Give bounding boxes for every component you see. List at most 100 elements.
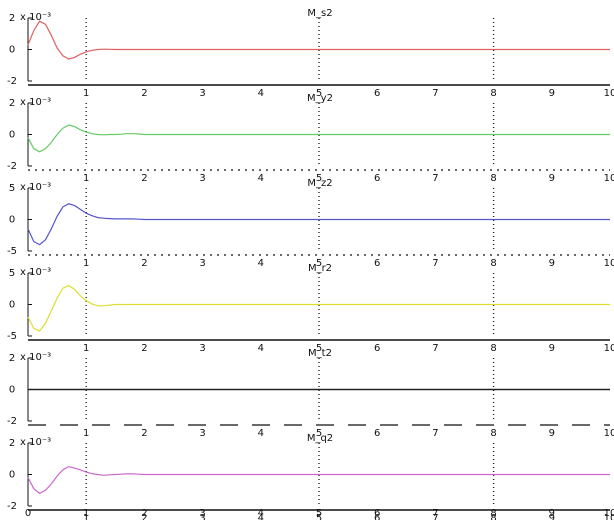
x-tick-label: 10 [604, 88, 614, 99]
exponent-label: x 10⁻³ [20, 182, 51, 193]
exponent-label: x 10⁻³ [20, 352, 51, 363]
x-tick-label: 7 [432, 513, 438, 520]
subplot-title: M_q2 [307, 433, 333, 444]
x-tick-label: 7 [432, 343, 438, 354]
subplot-2: M_y2 x 10⁻³ 2 0 -2 1 2 3 4 5 6 7 8 9 10 [7, 93, 614, 184]
x-tick-label: 1 [83, 88, 89, 99]
y-tick-label: 0 [9, 385, 15, 396]
subplot-title: M_t2 [308, 348, 332, 359]
exponent-label: x 10⁻³ [20, 437, 51, 448]
y-tick-label: -2 [7, 161, 17, 172]
x-tick-label: 6 [374, 513, 380, 520]
x-tick-label: 8 [490, 428, 496, 439]
subplot-title: M_z2 [307, 178, 332, 189]
x-tick-label: 4 [258, 258, 264, 269]
exponent-label: x 10⁻³ [20, 97, 51, 108]
y-tick-label: 0 [9, 130, 15, 141]
x-tick-label: 5 [316, 513, 322, 520]
y-tick-label: 5 [9, 183, 15, 194]
x-tick-label: 5 [316, 428, 322, 439]
x-tick-label: 2 [141, 88, 147, 99]
y-tick-label: 0 [9, 215, 15, 226]
x-tick-label: 9 [549, 428, 555, 439]
x-tick-label: 6 [374, 173, 380, 184]
y-tick-label: 0 [9, 300, 15, 311]
y-tick-label: 0 [9, 470, 15, 481]
subplot-4: M_r2 x 10⁻³ 5 0 -5 1 2 3 4 5 6 7 8 9 10 [7, 263, 614, 354]
subplot-6: M_q2 x 10⁻³ 2 0 -2 1 2 3 4 5 6 7 8 9 10 [7, 433, 614, 520]
x-tick-label: 1 [83, 173, 89, 184]
x-tick-label: 9 [549, 513, 555, 520]
x-tick-label: 2 [141, 173, 147, 184]
x-tick-label: 10 [604, 513, 614, 520]
y-tick-label: -5 [7, 331, 17, 342]
x-tick-label: 7 [432, 88, 438, 99]
x-tick-label: 2 [141, 343, 147, 354]
x-tick-label: 3 [199, 343, 205, 354]
x-tick-label: 4 [258, 173, 264, 184]
x-tick-label: 4 [258, 88, 264, 99]
y-tick-label: 2 [9, 438, 15, 449]
exponent-label: x 10⁻³ [20, 12, 51, 23]
x-tick-label: 9 [549, 173, 555, 184]
y-tick-label: 2 [9, 353, 15, 364]
bottom-x-tick-label: 8 [490, 508, 496, 519]
x-tick-label: 2 [141, 513, 147, 520]
subplot-title: M_y2 [307, 93, 333, 104]
subplot-title: M_s2 [307, 8, 332, 19]
bottom-x-tick-label: 10 [604, 508, 614, 519]
bottom-x-tick-label: 0 [25, 508, 31, 519]
x-tick-label: 1 [83, 343, 89, 354]
y-tick-label: -2 [7, 416, 17, 427]
x-tick-label: 8 [490, 343, 496, 354]
x-tick-label: 8 [490, 258, 496, 269]
x-tick-label: 2 [141, 258, 147, 269]
subplot-1: M_s2 x 10⁻³ 2 0 -2 1 2 3 4 5 6 7 8 9 10 [7, 8, 614, 99]
x-tick-label: 9 [549, 343, 555, 354]
y-tick-label: 0 [9, 45, 15, 56]
x-tick-label: 5 [316, 258, 322, 269]
y-tick-label: -2 [7, 501, 17, 512]
x-tick-label: 10 [604, 343, 614, 354]
series-line [27, 465, 610, 495]
x-tick-label: 5 [316, 173, 322, 184]
x-tick-label: 9 [549, 88, 555, 99]
x-tick-label: 6 [374, 88, 380, 99]
x-tick-label: 10 [604, 428, 614, 439]
x-tick-label: 6 [374, 258, 380, 269]
x-tick-label: 7 [432, 428, 438, 439]
bottom-x-tick-label: 6 [374, 508, 380, 519]
bottom-x-tick-label: 2 [141, 508, 147, 519]
x-tick-label: 3 [199, 88, 205, 99]
bottom-x-tick-label: 4 [258, 508, 264, 519]
y-tick-label: 2 [9, 13, 15, 24]
y-tick-label: -5 [7, 246, 17, 257]
x-tick-label: 7 [432, 173, 438, 184]
bottom-x-tick-label: 3 [199, 508, 205, 519]
x-tick-label: 8 [490, 513, 496, 520]
x-tick-label: 7 [432, 258, 438, 269]
series-line [27, 284, 610, 332]
x-tick-label: 8 [490, 88, 496, 99]
x-tick-label: 3 [199, 173, 205, 184]
subplot-5: M_t2 x 10⁻³ 2 0 -2 1 2 3 4 5 6 7 8 9 10 [7, 348, 614, 439]
series-line [27, 124, 610, 153]
series-line [27, 20, 610, 60]
y-tick-label: 2 [9, 98, 15, 109]
x-tick-label: 2 [141, 428, 147, 439]
x-tick-label: 6 [374, 343, 380, 354]
x-tick-label: 10 [604, 258, 614, 269]
x-tick-label: 5 [316, 343, 322, 354]
bottom-x-tick-label: 7 [432, 508, 438, 519]
x-tick-label: 5 [316, 88, 322, 99]
y-tick-label: -2 [7, 76, 17, 87]
x-tick-label: 6 [374, 428, 380, 439]
x-tick-label: 3 [199, 428, 205, 439]
x-tick-label: 4 [258, 428, 264, 439]
exponent-label: x 10⁻³ [20, 267, 51, 278]
x-tick-label: 4 [258, 513, 264, 520]
series-line [27, 203, 610, 246]
bottom-x-tick-label: 9 [549, 508, 555, 519]
x-tick-label: 1 [83, 513, 89, 520]
